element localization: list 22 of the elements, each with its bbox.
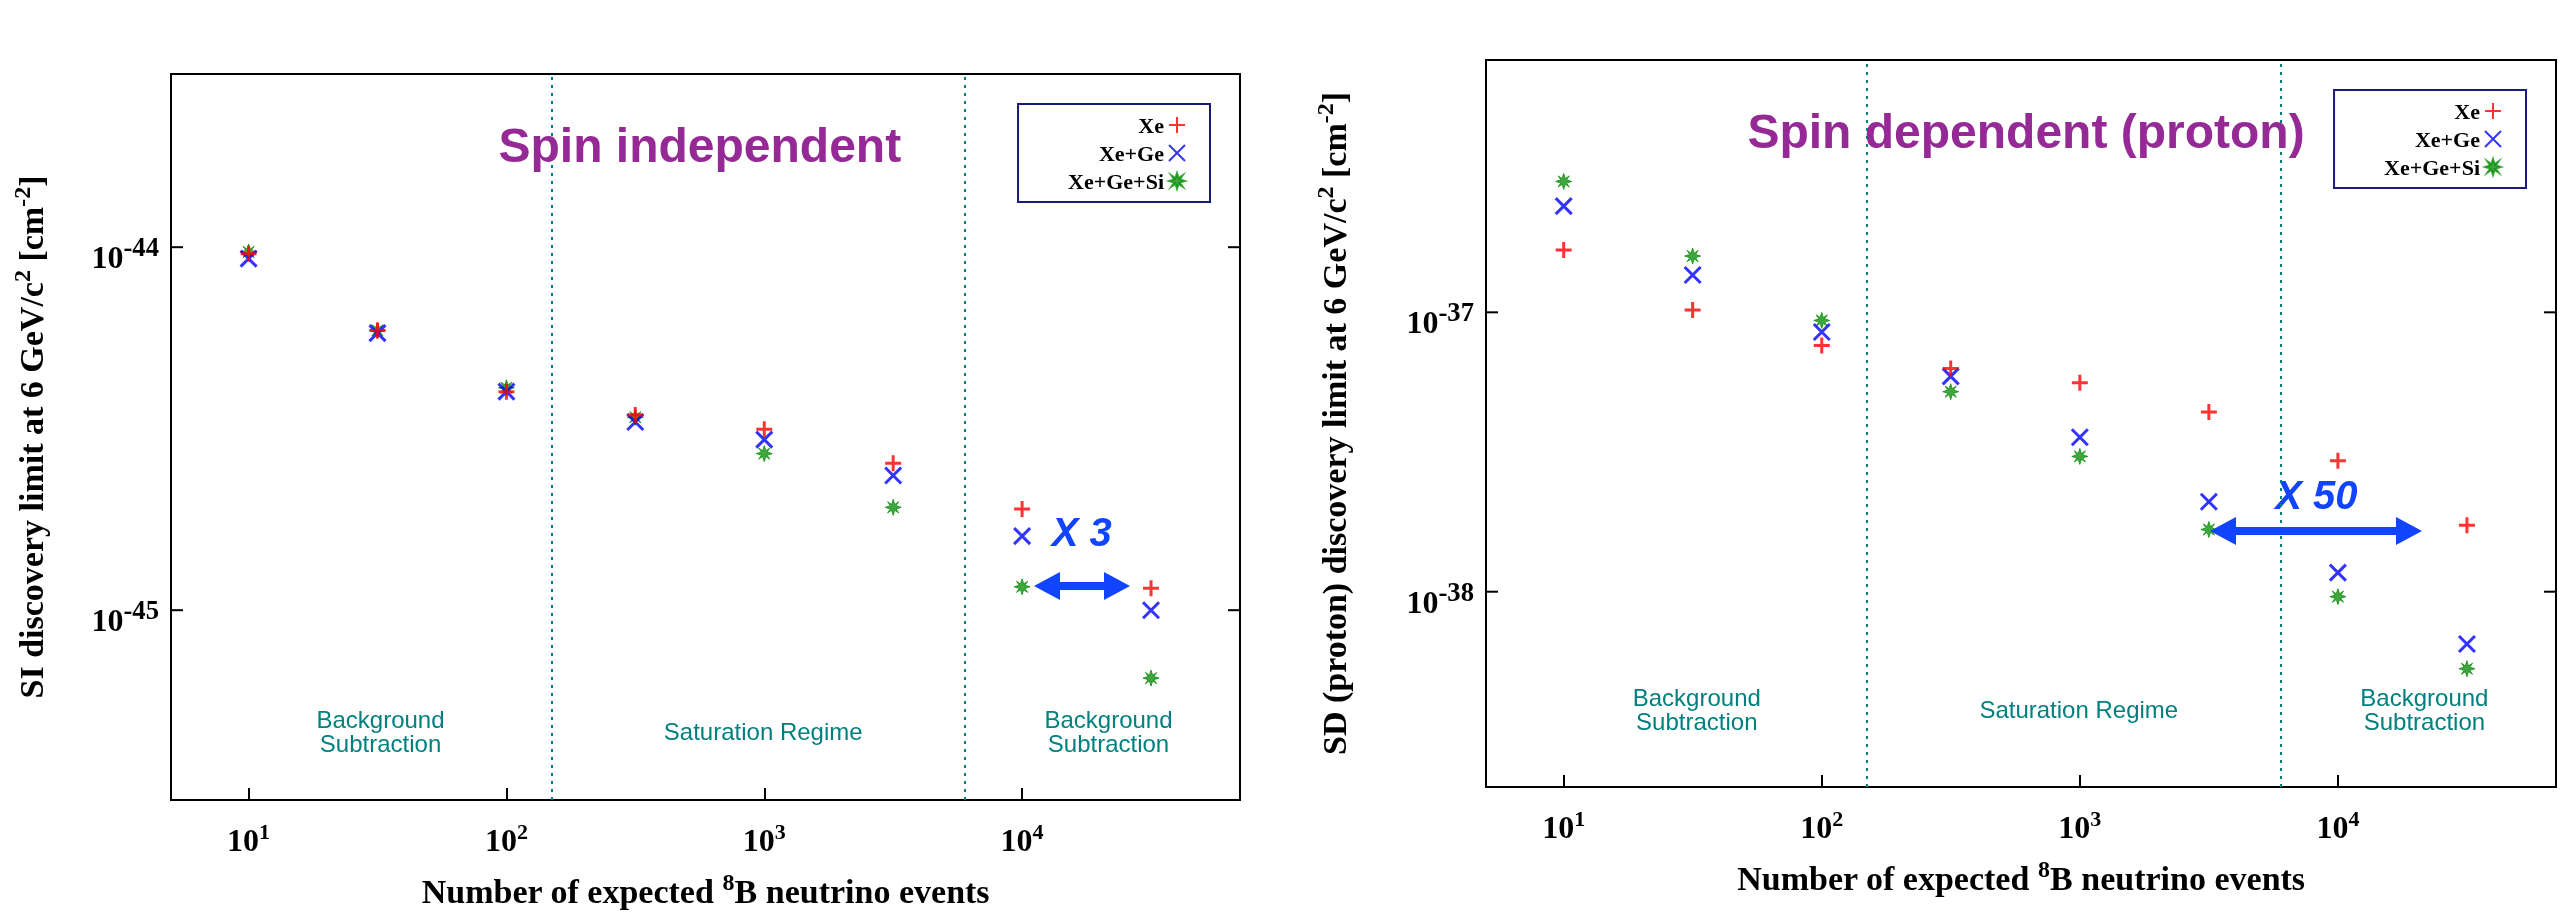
annotation: Background Subtraction — [1632, 684, 1761, 736]
legend-label: Xe+Ge+Si — [2384, 154, 2480, 180]
legend-label: Xe — [2454, 98, 2481, 124]
text: Spin dependent (proton) — [1747, 104, 2305, 158]
annotation: Background Subtraction — [316, 706, 445, 758]
annotation: X 50 — [2273, 472, 2358, 517]
annotation: Saturation Regime — [663, 718, 863, 746]
legend-label: Xe — [1138, 112, 1165, 138]
annotation: Background Subtraction — [1044, 706, 1173, 758]
annotation: Background Subtraction — [2360, 684, 2489, 736]
y-tick-label: 10$^{-45}$ — [91, 594, 159, 638]
y-tick-label: 10$^{-44}$ — [91, 231, 159, 275]
annotation: Saturation Regime — [1979, 696, 2179, 724]
text: Spin independent — [498, 118, 902, 172]
y-axis-title: SI discovery limit at 6 GeV/c2 [cm-2] — [9, 175, 50, 699]
annotation: X 3 — [1049, 510, 1112, 555]
legend-label: Xe+Ge — [1098, 140, 1165, 166]
y-tick-label: 10$^{-37}$ — [1406, 296, 1474, 340]
y-tick-label: 10$^{-38}$ — [1406, 575, 1474, 620]
legend-label: Xe+Ge+Si — [1068, 168, 1164, 194]
y-axis-title: SD (proton) discovery limit at 6 GeV/c2 [cm-2] — [1312, 91, 1354, 756]
legend-label: Xe+Ge — [2414, 126, 2481, 152]
